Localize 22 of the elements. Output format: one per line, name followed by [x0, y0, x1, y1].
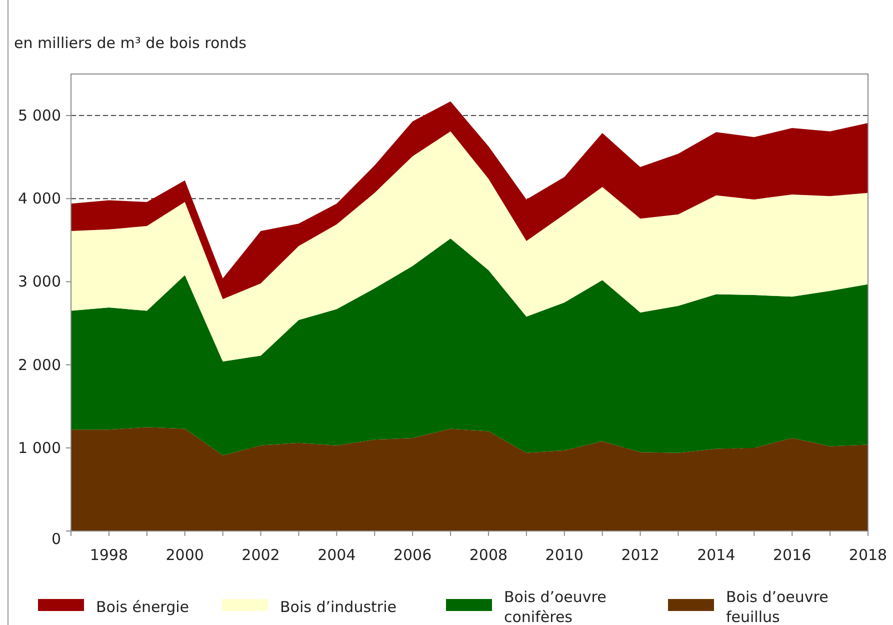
x-tick-label: 2008	[469, 546, 508, 564]
y-tick-label: 1 000	[18, 438, 61, 457]
chart-subtitle: en milliers de m³ de bois ronds	[14, 34, 247, 52]
y-tick-label: 0	[51, 530, 61, 548]
x-tick-label: 2016	[773, 546, 812, 564]
x-tick-label: 2004	[318, 546, 356, 564]
x-tick-label: 2010	[545, 546, 584, 564]
y-tick-label: 2 000	[18, 356, 61, 374]
y-tick-label: 5 000	[18, 106, 61, 125]
x-tick-label: 2006	[393, 546, 432, 564]
legend-label: Bois d’oeuvre conifères	[504, 588, 606, 625]
legend-label: Bois énergie	[96, 598, 190, 616]
legend-label: Bois d’oeuvre feuillus	[726, 588, 828, 625]
x-tick-label: 2000	[166, 546, 204, 564]
x-tick-label: 2018	[848, 546, 888, 564]
legend-label: Bois d’industrie	[280, 598, 396, 616]
x-tick-label: 1998	[90, 546, 128, 564]
y-tick-label: 3 000	[18, 272, 61, 291]
x-tick-label: 2002	[242, 546, 280, 564]
x-tick-label: 2014	[697, 546, 736, 564]
x-tick-label: 2012	[621, 546, 660, 564]
y-tick-label: 4 000	[18, 190, 61, 208]
